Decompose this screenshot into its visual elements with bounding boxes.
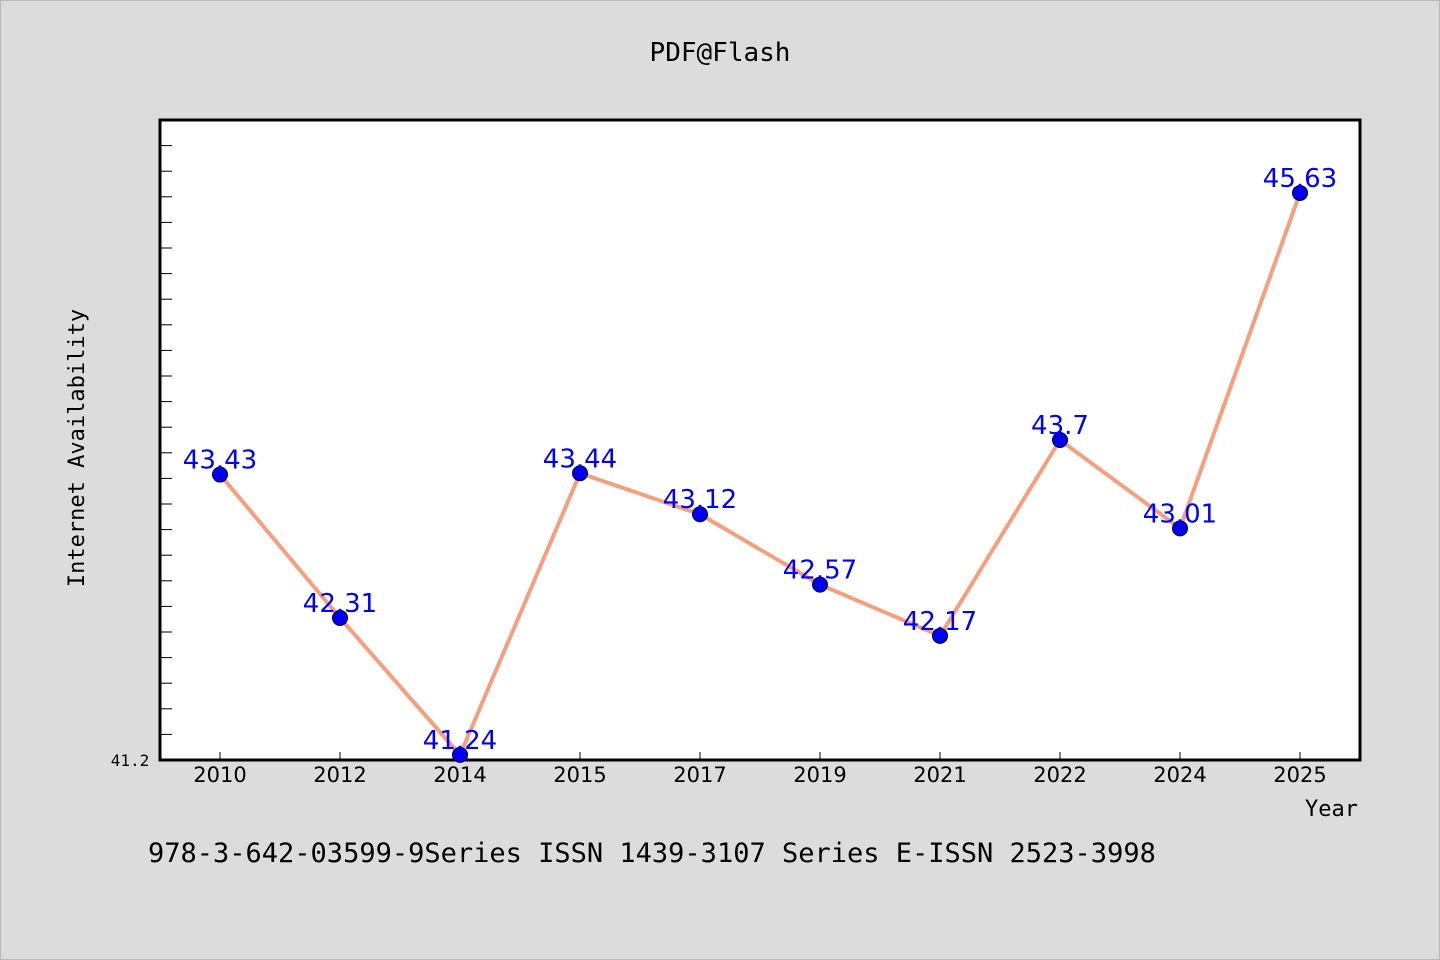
y-axis-ticks xyxy=(160,145,172,761)
x-tick-label: 2014 xyxy=(433,763,486,787)
data-label: 43.44 xyxy=(543,444,617,474)
x-tick-label: 2021 xyxy=(913,763,966,787)
x-tick-label: 2017 xyxy=(673,763,726,787)
data-label: 45.63 xyxy=(1263,164,1337,194)
footer-isbn-text: 978-3-642-03599-9Series ISSN 1439-3107 S… xyxy=(148,838,1156,869)
data-point xyxy=(572,465,588,482)
y-axis-label: Internet Availability xyxy=(65,309,90,587)
x-tick-label: 2015 xyxy=(553,763,606,787)
series-line xyxy=(218,190,1302,757)
data-point xyxy=(812,576,828,593)
x-tick-label: 2010 xyxy=(193,763,246,787)
data-label: 42.31 xyxy=(303,589,377,619)
data-labels-group: 43.43 42.31 41.24 43.44 43.12 42.57 42.17 43.7 4… xyxy=(183,164,1337,756)
data-label: 43.12 xyxy=(663,485,737,515)
data-point xyxy=(932,627,948,644)
series-line-group xyxy=(218,190,1302,757)
data-point xyxy=(692,506,708,523)
x-tick-label: 2019 xyxy=(793,763,846,787)
x-axis-tick-labels: 2010 2012 2014 2015 2017 2019 2021 2022 2024 2025 xyxy=(193,763,1326,787)
data-label: 42.17 xyxy=(903,607,977,637)
chart-title: PDF@Flash xyxy=(650,38,791,68)
data-point xyxy=(1292,184,1308,201)
data-point xyxy=(1172,520,1188,537)
x-axis-label: Year xyxy=(1305,797,1358,822)
data-point xyxy=(1052,432,1068,448)
data-label: 41.24 xyxy=(423,726,497,756)
data-point xyxy=(452,746,468,763)
y-min-tick-label: 41.2 xyxy=(111,751,150,770)
data-label: 42.57 xyxy=(783,556,857,586)
x-tick-label: 2022 xyxy=(1033,763,1086,787)
data-point xyxy=(212,466,228,483)
data-point xyxy=(332,609,348,626)
data-label: 43.7 xyxy=(1031,411,1089,441)
x-tick-label: 2024 xyxy=(1153,763,1206,787)
series-markers-group xyxy=(212,184,1308,763)
data-label: 43.43 xyxy=(183,446,257,476)
x-tick-label: 2025 xyxy=(1273,763,1326,787)
x-tick-label: 2012 xyxy=(313,763,366,787)
data-label: 43.01 xyxy=(1143,499,1217,529)
plot-area xyxy=(158,118,1362,762)
